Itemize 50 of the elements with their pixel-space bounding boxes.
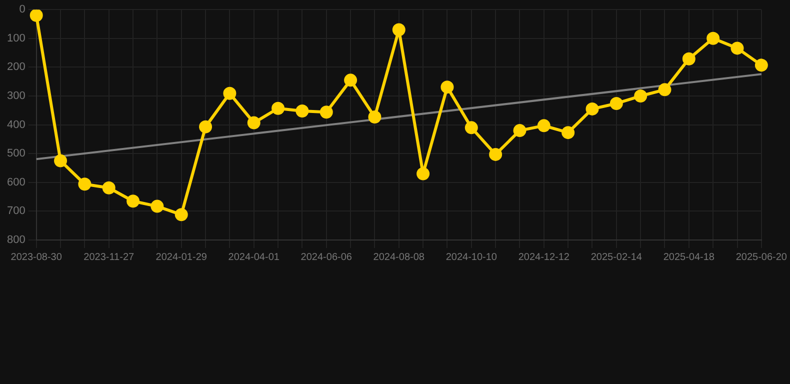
y-tick-label: 500: [6, 148, 26, 160]
point: [658, 83, 672, 96]
y-tick-label: 200: [6, 61, 26, 74]
point: [368, 110, 382, 124]
x-tick-label: 2025-04-18: [663, 252, 715, 263]
point: [610, 96, 623, 110]
point: [102, 181, 116, 194]
point: [754, 58, 768, 72]
x-tick-label: 2024-08-08: [373, 252, 425, 263]
point: [464, 121, 478, 134]
x-tick-label: 2024-10-10: [446, 252, 498, 263]
point: [489, 148, 502, 161]
point: [54, 154, 68, 168]
x-tick-label: 2024-01-29: [156, 252, 208, 263]
x-tick-label: 2024-12-12: [518, 252, 570, 263]
point: [174, 208, 188, 222]
x-tick-label: 2024-06-06: [300, 252, 352, 263]
y-tick-label: 700: [6, 205, 26, 218]
point: [320, 106, 333, 119]
y-tick-label: 300: [6, 90, 26, 102]
point: [150, 200, 164, 213]
y-tick-label: 100: [6, 32, 26, 44]
point: [199, 120, 212, 134]
point: [272, 102, 285, 115]
y-tick-label: 400: [6, 118, 26, 131]
point: [730, 42, 744, 55]
point: [513, 124, 526, 138]
y-tick-label: 800: [6, 234, 26, 246]
x-tick-label: 2025-06-20: [736, 252, 788, 263]
point: [682, 52, 696, 66]
point: [247, 116, 260, 130]
y-tick-label: 600: [6, 176, 26, 188]
point: [586, 102, 599, 116]
point: [78, 178, 92, 191]
point: [223, 86, 236, 100]
x-tick-label: 2023-11-27: [84, 252, 134, 263]
point: [126, 194, 140, 208]
x-tick-label: 2024-04-01: [228, 252, 280, 263]
point: [296, 104, 309, 118]
y-tick-label: 0: [19, 4, 26, 16]
point: [634, 90, 648, 102]
point: [562, 126, 575, 140]
x-tick-label: 2023-08-30: [10, 252, 62, 263]
point: [537, 119, 550, 132]
point: [344, 74, 358, 87]
point: [440, 80, 454, 94]
point: [416, 167, 430, 180]
point: [706, 32, 720, 45]
point: [392, 23, 406, 36]
x-tick-label: 2025-02-14: [590, 252, 642, 263]
